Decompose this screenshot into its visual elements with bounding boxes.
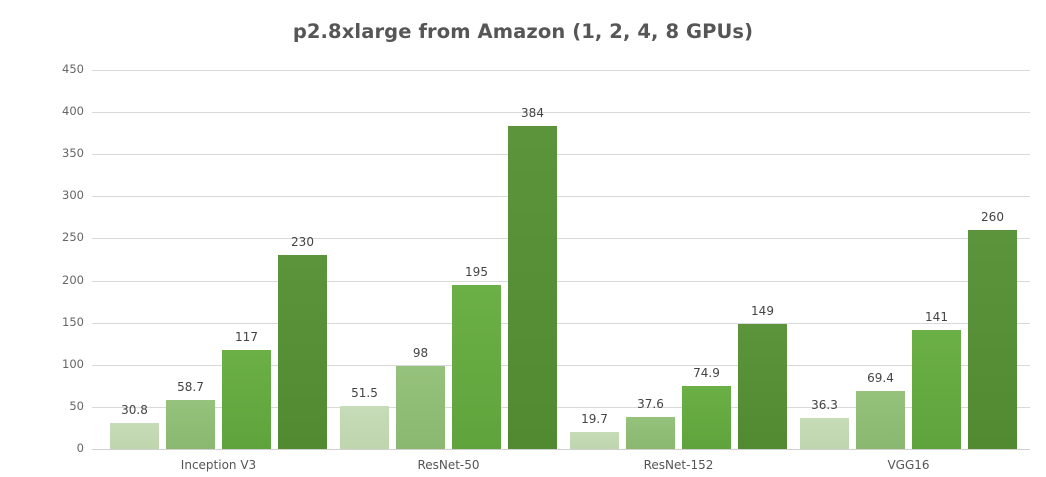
bar[interactable] [682,385,731,449]
bar[interactable] [340,405,389,449]
gridline [92,70,1030,71]
bar-value-label: 74.9 [693,365,720,380]
bar[interactable] [570,432,619,449]
y-axis-tick-label: 100 [62,356,84,371]
x-axis-category-label: VGG16 [887,458,930,472]
x-axis-category-label: ResNet-50 [417,458,480,472]
bar-value-label: 69.4 [867,370,894,385]
bar[interactable] [626,417,675,449]
bar-value-label: 260 [981,210,1004,225]
gridline [92,364,1030,366]
bar[interactable] [968,230,1017,449]
bar[interactable] [396,366,445,449]
chart-title: p2.8xlarge from Amazon (1, 2, 4, 8 GPUs) [292,20,754,43]
plot-area: 30.8 58.7 117 230 51.5 98 195 384 19.7 37.6 74.9 14… [92,70,1030,450]
bar[interactable] [278,255,327,449]
bar-value-label: 384 [521,105,544,120]
bar[interactable] [166,399,215,449]
gridline [92,196,1030,198]
gridline [92,406,1030,408]
bar-value-label: 58.7 [177,379,204,394]
x-axis-category-label: ResNet-152 [643,458,714,472]
bar-value-label: 98 [412,346,429,361]
y-axis-tick-label: 400 [62,104,84,119]
bar-value-label: 36.3 [811,398,838,413]
bar-value-label: 19.7 [581,412,608,427]
bar[interactable] [912,330,961,449]
y-axis-tick-label: 450 [62,62,84,76]
y-axis-tick-label: 150 [62,314,84,329]
gridline [92,322,1030,324]
gridline [92,280,1030,282]
bar-value-label: 37.6 [637,397,664,412]
y-axis-tick-label: 250 [62,230,84,245]
y-axis-tick-label: 0 [76,441,84,455]
bar-value-label: 141 [925,310,948,325]
gridline [92,449,1030,450]
bar-value-label: 30.8 [121,403,148,418]
gridline [92,154,1030,156]
bar[interactable] [738,323,787,449]
bar[interactable] [856,390,905,449]
bar[interactable] [452,284,501,449]
bar[interactable] [508,125,557,449]
bar[interactable] [222,350,271,449]
bar-value-label: 117 [235,330,258,345]
bar[interactable] [800,418,849,449]
y-axis-tick-label: 200 [62,272,84,287]
bar-value-label: 230 [291,235,314,250]
gridline [92,112,1030,114]
bar-value-label: 51.5 [351,385,378,400]
y-axis-tick-label: 50 [69,398,84,413]
y-axis-tick-label: 350 [62,146,84,161]
x-axis-category-label: Inception V3 [180,458,257,472]
y-axis-tick-label: 300 [62,188,84,203]
bar[interactable] [110,423,159,449]
bar-value-label: 149 [751,303,774,318]
bar-value-label: 195 [465,264,488,279]
gridline [92,238,1030,240]
